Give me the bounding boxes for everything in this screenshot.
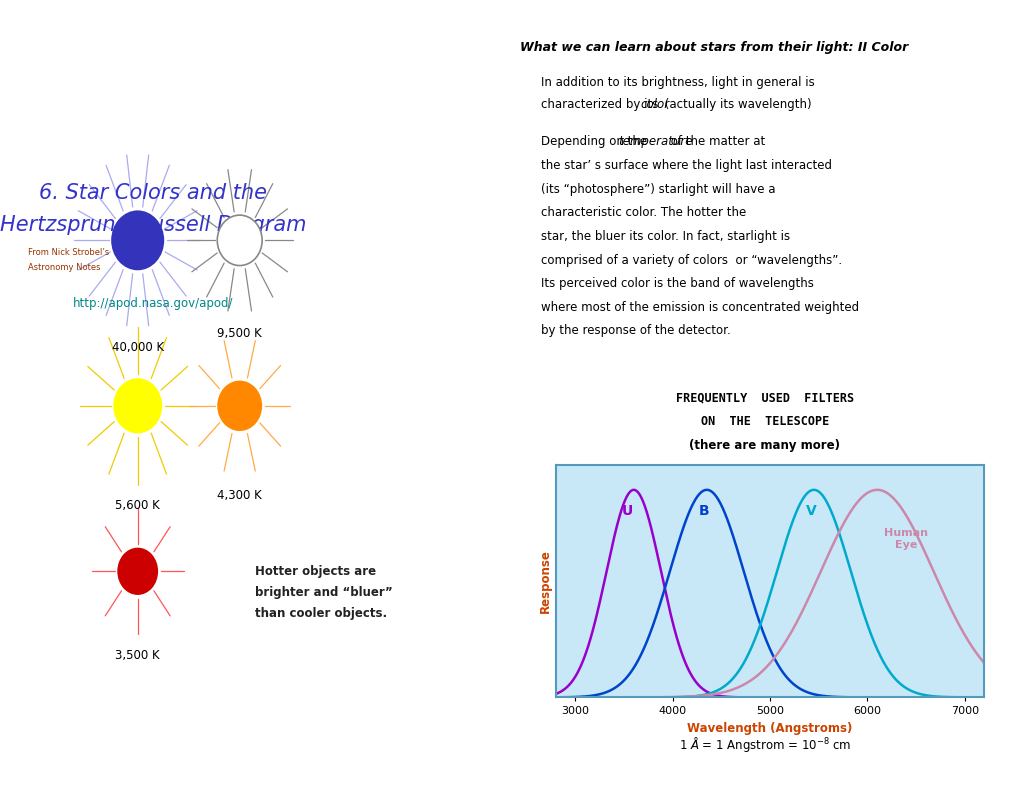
Text: (actually its wavelength): (actually its wavelength) bbox=[661, 98, 811, 110]
Text: FREQUENTLY  USED  FILTERS: FREQUENTLY USED FILTERS bbox=[676, 392, 853, 404]
Text: 5,600 K: 5,600 K bbox=[115, 499, 160, 511]
Text: http://apod.nasa.gov/apod/: http://apod.nasa.gov/apod/ bbox=[72, 297, 233, 310]
Text: Depending on the: Depending on the bbox=[540, 136, 650, 148]
Text: ON  THE  TELESCOPE: ON THE TELESCOPE bbox=[700, 415, 828, 428]
Text: where most of the emission is concentrated weighted: where most of the emission is concentrat… bbox=[540, 301, 858, 314]
Text: Its perceived color is the band of wavelengths: Its perceived color is the band of wavel… bbox=[540, 277, 813, 290]
Y-axis label: Response: Response bbox=[538, 549, 551, 613]
Text: Astronomy Notes: Astronomy Notes bbox=[29, 263, 101, 273]
Text: (its “photosphere”) starlight will have a: (its “photosphere”) starlight will have … bbox=[540, 183, 774, 195]
Text: color: color bbox=[640, 98, 668, 110]
Ellipse shape bbox=[113, 378, 162, 433]
Text: In addition to its brightness, light in general is: In addition to its brightness, light in … bbox=[540, 76, 813, 89]
Text: characteristic color. The hotter the: characteristic color. The hotter the bbox=[540, 206, 745, 219]
Text: From Nick Strobel’s: From Nick Strobel’s bbox=[29, 247, 109, 257]
Text: Hotter objects are: Hotter objects are bbox=[255, 565, 376, 578]
Text: temperature: temperature bbox=[618, 136, 692, 148]
Text: B: B bbox=[698, 504, 709, 518]
Text: 3,500 K: 3,500 K bbox=[115, 649, 160, 661]
Text: the star’ s surface where the light last interacted: the star’ s surface where the light last… bbox=[540, 159, 830, 172]
Text: Hertzsprung-Russell Diagram: Hertzsprung-Russell Diagram bbox=[0, 214, 306, 235]
Text: (there are many more): (there are many more) bbox=[689, 439, 840, 452]
Text: by the response of the detector.: by the response of the detector. bbox=[540, 325, 730, 337]
Text: 4,300 K: 4,300 K bbox=[217, 489, 262, 501]
Text: 1 $\AA$ = 1 Angstrom = $10^{-8}$ cm: 1 $\AA$ = 1 Angstrom = $10^{-8}$ cm bbox=[678, 735, 851, 754]
Ellipse shape bbox=[217, 215, 262, 266]
Text: than cooler objects.: than cooler objects. bbox=[255, 608, 387, 620]
Text: 9,500 K: 9,500 K bbox=[217, 327, 262, 340]
Text: comprised of a variety of colors  or “wavelengths”.: comprised of a variety of colors or “wav… bbox=[540, 254, 841, 266]
Text: 40,000 K: 40,000 K bbox=[111, 341, 164, 354]
Ellipse shape bbox=[217, 381, 262, 431]
Ellipse shape bbox=[111, 210, 164, 270]
Text: What we can learn about stars from their light: II Color: What we can learn about stars from their… bbox=[520, 41, 908, 54]
Text: brighter and “bluer”: brighter and “bluer” bbox=[255, 586, 392, 599]
Text: V: V bbox=[805, 504, 816, 518]
X-axis label: Wavelength (Angstroms): Wavelength (Angstroms) bbox=[687, 722, 852, 735]
Ellipse shape bbox=[117, 548, 158, 595]
Text: of the matter at: of the matter at bbox=[666, 136, 764, 148]
Text: characterized by its: characterized by its bbox=[540, 98, 661, 110]
Text: 6. Star Colors and the: 6. Star Colors and the bbox=[39, 183, 267, 203]
Text: Human
Eye: Human Eye bbox=[883, 528, 927, 550]
Text: U: U bbox=[622, 504, 633, 518]
Text: star, the bluer its color. In fact, starlight is: star, the bluer its color. In fact, star… bbox=[540, 230, 789, 243]
